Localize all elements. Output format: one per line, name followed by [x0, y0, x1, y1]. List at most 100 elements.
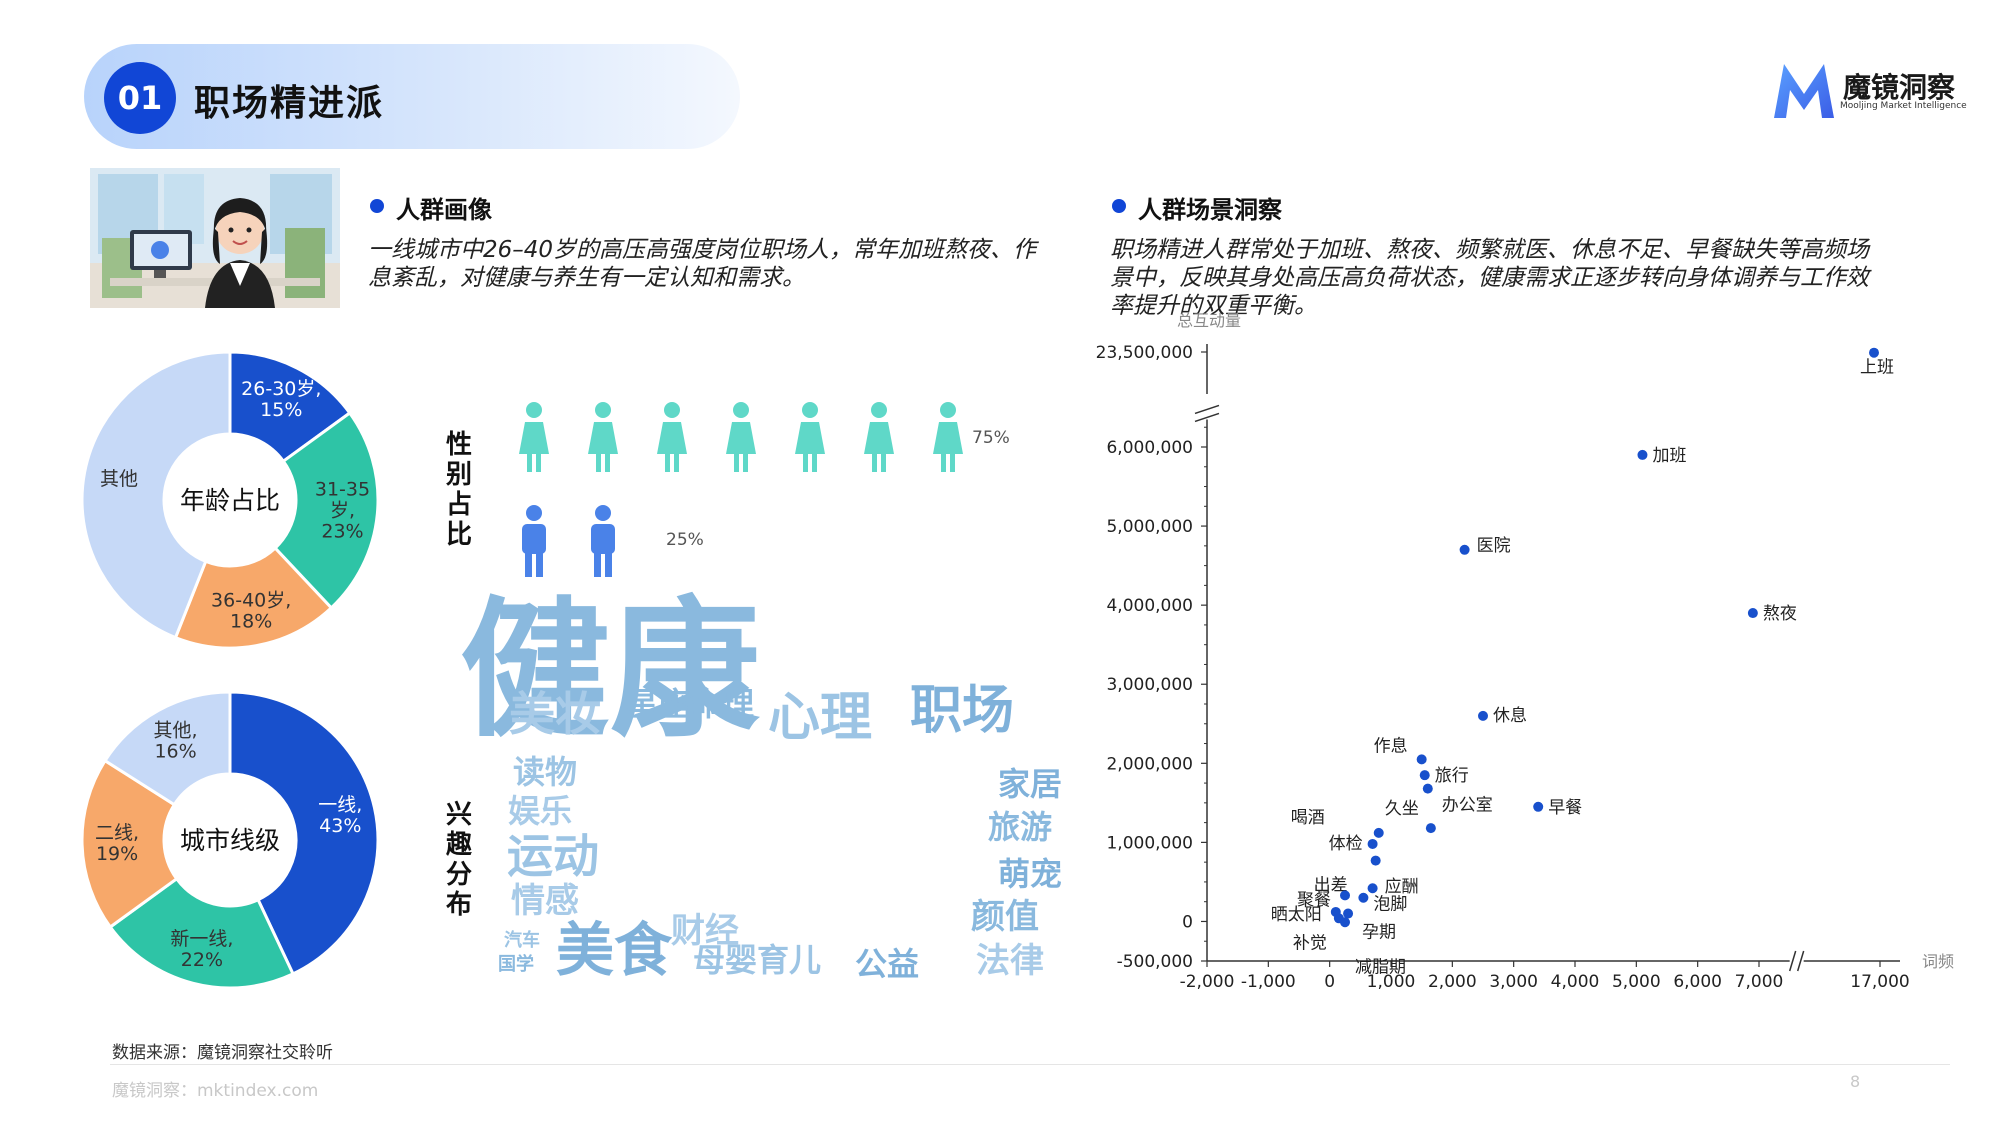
x-tick-label: 1,000: [1367, 972, 1416, 992]
donut-slice-label: 二线, 19%: [95, 822, 139, 865]
donut-slice-label: 其他: [100, 468, 138, 490]
male-percent: 25%: [666, 530, 704, 550]
female-person-icon: [864, 402, 894, 472]
donut-center-title: 年龄占比: [180, 486, 280, 515]
wordcloud-word: 健康: [460, 584, 760, 758]
persona-title: 人群画像: [396, 196, 492, 224]
scatter-point-label: 喝酒: [1291, 808, 1325, 828]
y-tick-label: 5,000,000: [1106, 517, 1193, 537]
male-person-icon: [591, 505, 615, 577]
x-tick-label: 2,000: [1428, 972, 1477, 992]
female-person-icon: [657, 402, 687, 472]
wordcloud-word: 汽车: [504, 929, 540, 951]
wordcloud-word: 心理: [768, 688, 872, 748]
donut-center-title: 城市线级: [180, 826, 280, 855]
interest-label: 兴趣分布: [445, 800, 472, 920]
scene-title: 人群场景洞察: [1138, 196, 1282, 224]
x-tick-label: 7,000: [1735, 972, 1784, 992]
y-tick-label: 3,000,000: [1106, 675, 1193, 695]
brand-tagline: Mooljing Market Intelligence: [1840, 101, 1967, 111]
scatter-point-label: 补觉: [1293, 933, 1327, 953]
wordcloud-word: 公益: [855, 945, 919, 983]
scatter-point: [1343, 908, 1354, 919]
brand-logo-icon: [1774, 64, 1834, 118]
scatter-point-label: 聚餐: [1297, 890, 1331, 910]
female-person-icon: [933, 402, 963, 472]
donut-slice: [228, 690, 380, 976]
scatter-point-label: 医院: [1477, 536, 1511, 556]
data-source: 数据来源：魔镜洞察社交聆听: [112, 1043, 333, 1063]
donut-slice-label: 31-35 岁, 23%: [315, 479, 370, 543]
wordcloud-word: 财经: [671, 911, 739, 951]
scatter-point-label: 加班: [1652, 446, 1686, 466]
city-donut-chart: 一线, 43% 新一线, 22% 二线, 19% 其他, 16% 城市线级: [80, 690, 380, 990]
donut-slice-label: 36-40岁, 18%: [211, 590, 291, 633]
x-tick-label: 0: [1324, 972, 1335, 992]
x-axis-break-mark: [1796, 950, 1805, 972]
scatter-point: [1747, 608, 1758, 619]
brand-name: 魔镜洞察: [1843, 71, 1956, 104]
scatter-point: [1478, 710, 1488, 721]
wordcloud-word: 国学: [498, 953, 534, 975]
y-tick-label: -500,000: [1117, 952, 1193, 972]
y-axis-break-mark: [1194, 412, 1220, 423]
scatter-point-label: 孕期: [1362, 923, 1396, 943]
scatter-point: [1419, 770, 1430, 781]
scatter-point-label: 旅行: [1435, 766, 1469, 786]
gender-pictogram: [519, 402, 963, 577]
y-tick-label: 0: [1182, 912, 1193, 932]
footer-divider: [110, 1064, 1950, 1065]
footer-site: 魔镜洞察：mktindex.com: [112, 1081, 319, 1101]
x-tick-label: -2,000: [1180, 972, 1235, 992]
y-tick-label: 1,000,000: [1106, 833, 1193, 853]
donut-slice: [80, 350, 232, 640]
scatter-point-label: 减脂期: [1355, 957, 1406, 977]
wordcloud-word: 情感: [511, 881, 579, 921]
x-axis-title: 词频: [1922, 952, 1954, 971]
gender-label: 性别占比: [445, 430, 472, 550]
female-percent: 75%: [972, 428, 1010, 448]
wordcloud-word: 旅游: [988, 808, 1052, 846]
scatter-point: [1370, 855, 1381, 866]
x-tick-label: 5,000: [1612, 972, 1661, 992]
scatter-point-label: 熬夜: [1763, 603, 1797, 624]
donut-slice-label: 26-30岁, 15%: [241, 378, 321, 421]
wordcloud-word: 家居: [998, 765, 1062, 803]
wordcloud-word: 颜值: [971, 897, 1039, 937]
scatter-point-label: 晒太阳: [1271, 905, 1322, 925]
header-banner: [84, 44, 740, 149]
scatter-point: [1358, 892, 1369, 903]
scatter-point: [1367, 838, 1378, 849]
scatter-point: [1340, 917, 1350, 928]
scatter-point: [1637, 449, 1648, 460]
scatter-point-label: 出差: [1314, 876, 1348, 896]
section-number: 01: [104, 62, 176, 134]
donut-slice-label: 一线, 43%: [318, 794, 362, 837]
female-person-icon: [519, 402, 549, 472]
scene-bullet-icon: [1112, 199, 1126, 213]
scatter-point-label: 体检: [1329, 834, 1363, 854]
donut-slice-label: 其他, 16%: [154, 720, 198, 763]
scatter-point: [1425, 823, 1436, 834]
female-person-icon: [588, 402, 618, 472]
donut-slice: [102, 690, 232, 807]
x-tick-label: 3,000: [1489, 972, 1538, 992]
wordcloud-word: 娱乐: [508, 792, 572, 830]
scatter-point-label: 早餐: [1548, 798, 1582, 818]
scatter-point-label: 泡脚: [1373, 895, 1407, 915]
scatter-point-label: 久坐: [1385, 799, 1419, 819]
donut-slice: [273, 410, 380, 611]
donut-slice: [80, 758, 179, 930]
y-tick-label: 4,000,000: [1106, 596, 1193, 616]
y-axis-title: 总互动量: [1177, 311, 1241, 330]
scatter-point: [1869, 347, 1879, 358]
y-tick-label: 2,000,000: [1106, 754, 1193, 774]
persona-illustration: [90, 168, 340, 308]
scatter-point: [1459, 544, 1470, 555]
persona-bullet-icon: [370, 199, 384, 213]
female-person-icon: [726, 402, 756, 472]
scatter-point: [1367, 883, 1378, 894]
wordcloud-word: 星座命理: [626, 685, 754, 723]
x-axis-break-mark: [1788, 950, 1797, 972]
